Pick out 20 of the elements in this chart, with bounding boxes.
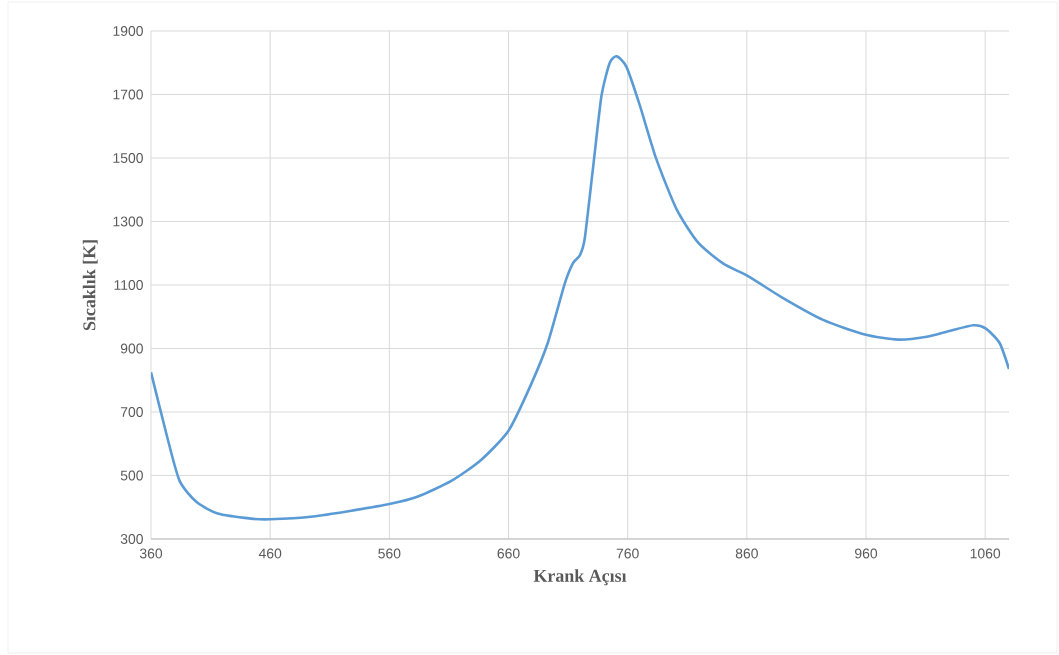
y-tick-label: 1300 <box>113 216 143 227</box>
x-tick-label: 860 <box>735 548 758 559</box>
y-tick-label: 700 <box>120 407 143 417</box>
x-tick-label: 1060 <box>970 548 1001 559</box>
x-tick-label: 560 <box>378 548 401 559</box>
y-tick-label: 300 <box>120 534 143 544</box>
y-tick-label: 1700 <box>113 89 143 100</box>
x-tick-label: 460 <box>258 548 282 559</box>
x-tick-label: 760 <box>616 548 639 559</box>
line-series <box>151 55 1009 521</box>
x-tick-label: 360 <box>139 548 163 559</box>
y-tick-label: 1900 <box>113 26 143 36</box>
x-tick-label: 960 <box>855 548 878 559</box>
x-tick-label: 660 <box>497 548 520 559</box>
y-tick-label: 1100 <box>114 280 143 290</box>
y-axis-title: Sıcaklık [K] <box>82 240 98 331</box>
x-axis-title: Krank Açısı <box>533 569 627 586</box>
y-tick-label: 500 <box>120 470 143 481</box>
y-tick-label: 1500 <box>113 153 143 163</box>
y-tick-label: 900 <box>120 343 143 354</box>
